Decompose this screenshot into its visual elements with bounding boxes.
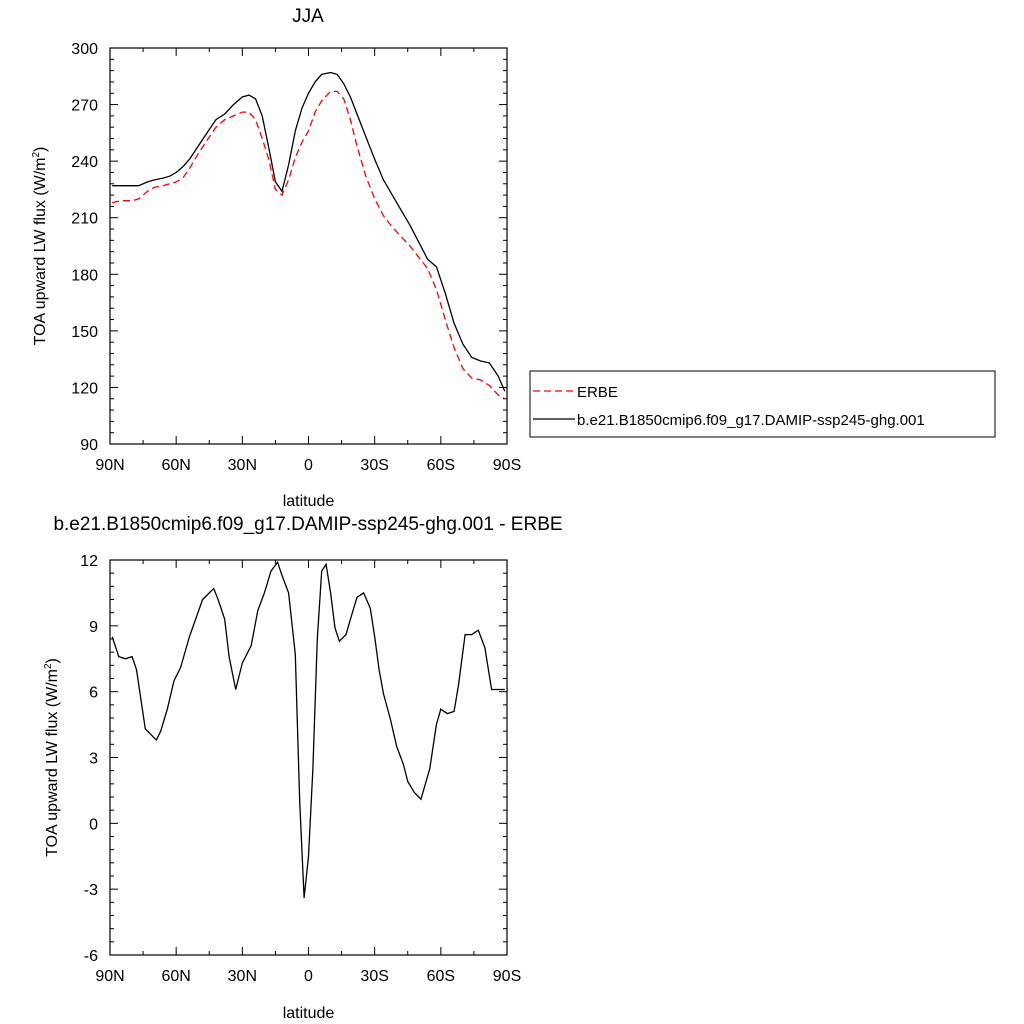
legend-box	[529, 370, 996, 438]
top-x-axis-label: latitude	[283, 493, 335, 510]
top-series-line-model	[112, 71, 506, 392]
top-chart-title: JJA	[292, 6, 324, 27]
top-x-tick-label: 30N	[228, 457, 257, 474]
bottom-y-tick-label: 0	[89, 816, 98, 833]
top-y-tick-label: 180	[71, 267, 98, 284]
top-series-line-erbe	[112, 90, 506, 400]
bottom-x-tick-label: 30N	[228, 968, 257, 985]
top-x-tick-label: 60S	[427, 457, 455, 474]
top-y-tick-label: 150	[71, 324, 98, 341]
top-x-tick-label: 90N	[95, 457, 124, 474]
bottom-y-axis-label: TOA upward LW flux (W/m2)	[43, 658, 61, 857]
bottom-x-tick-label: 30S	[360, 968, 388, 985]
bottom-y-tick-label: 9	[89, 619, 98, 636]
top-y-tick-label: 240	[71, 154, 98, 171]
bottom-x-tick-label: 60N	[161, 968, 190, 985]
top-y-tick-label: 90	[80, 437, 98, 454]
top-plot-frame	[109, 47, 508, 445]
bottom-y-tick-label: -3	[84, 882, 98, 899]
top-y-tick-label: 120	[71, 380, 98, 397]
top-x-tick-label: 90S	[493, 457, 521, 474]
legend: ERBE b.e21.B1850cmip6.f09_g17.DAMIP-ssp24…	[529, 370, 996, 438]
bottom-chart-title: b.e21.B1850cmip6.f09_g17.DAMIP-ssp245-gh…	[53, 514, 562, 535]
bottom-chart: b.e21.B1850cmip6.f09_g17.DAMIP-ssp245-gh…	[43, 514, 563, 1022]
bottom-y-tick-label: 3	[89, 751, 98, 768]
bottom-y-tick-label: -6	[84, 948, 98, 965]
bottom-x-tick-label: 0	[304, 968, 313, 985]
top-y-tick-label: 300	[71, 41, 98, 58]
bottom-x-tick-label: 60S	[427, 968, 455, 985]
top-x-tick-label: 60N	[161, 457, 190, 474]
bottom-series-line-difference	[111, 560, 505, 898]
top-chart: JJA 90N 60N 30N 0 30S 60S 90S 90 120 150 180 210 240 2…	[31, 6, 996, 510]
legend-label-model: b.e21.B1850cmip6.f09_g17.DAMIP-ssp245-gh…	[577, 412, 925, 429]
legend-label-erbe: ERBE	[577, 384, 618, 401]
top-x-tick-label: 30S	[360, 457, 388, 474]
bottom-x-axis-label: latitude	[283, 1005, 335, 1022]
bottom-x-tick-label: 90N	[95, 968, 124, 985]
top-x-tick-label: 0	[304, 457, 313, 474]
bottom-y-tick-label: 6	[89, 685, 98, 702]
bottom-y-tick-label: 12	[80, 553, 98, 570]
bottom-x-tick-label: 90S	[493, 968, 521, 985]
bottom-plot-frame	[109, 559, 508, 956]
top-y-axis-label: TOA upward LW flux (W/m2)	[31, 147, 49, 346]
top-y-tick-label: 270	[71, 98, 98, 115]
top-y-tick-label: 210	[71, 211, 98, 228]
